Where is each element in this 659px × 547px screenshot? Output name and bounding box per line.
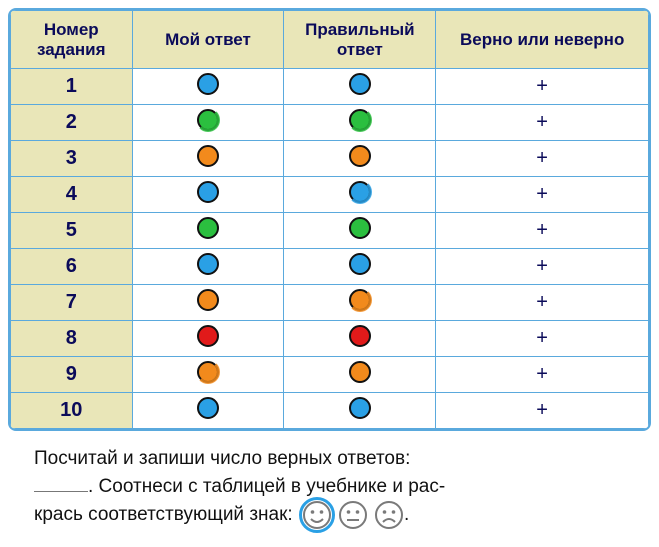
row-number: 4 [11, 177, 133, 213]
color-dot-green [197, 109, 219, 131]
check-cell: + [436, 321, 649, 357]
my-answer-cell [132, 141, 284, 177]
row-number: 3 [11, 141, 133, 177]
table-row: 5+ [11, 213, 649, 249]
row-number: 1 [11, 69, 133, 105]
answer-table: Номер задания Мой ответ Правильный ответ… [10, 10, 649, 429]
color-dot-orange [197, 145, 219, 167]
my-answer-cell [132, 321, 284, 357]
color-dot-blue [197, 397, 219, 419]
answer-table-container: Номер задания Мой ответ Правильный ответ… [8, 8, 651, 431]
check-cell: + [436, 141, 649, 177]
table-row: 10 + [11, 393, 649, 429]
smiley-sad[interactable] [374, 500, 404, 530]
my-answer-cell [132, 393, 284, 429]
color-dot-green [197, 217, 219, 239]
header-correct: Правильный ответ [284, 11, 436, 69]
row-number: 2 [11, 105, 133, 141]
check-cell: + [436, 393, 649, 429]
color-dot-blue [349, 397, 371, 419]
instruction-line3: крась соответствующий знак: [34, 504, 293, 525]
header-num: Номер задания [11, 11, 133, 69]
my-answer-cell [132, 357, 284, 393]
color-dot-red [197, 325, 219, 347]
correct-answer-cell [284, 249, 436, 285]
check-cell: + [436, 357, 649, 393]
check-cell: + [436, 69, 649, 105]
table-row: 1+ [11, 69, 649, 105]
smiley-neutral[interactable] [338, 500, 368, 530]
color-dot-blue [197, 181, 219, 203]
table-row: 2+ [11, 105, 649, 141]
blank-field[interactable] [34, 491, 88, 492]
correct-answer-cell [284, 177, 436, 213]
color-dot-blue [349, 73, 371, 95]
header-my: Мой ответ [132, 11, 284, 69]
instruction-text: Посчитай и запиши число верных ответов: … [8, 431, 651, 534]
my-answer-cell [132, 249, 284, 285]
row-number: 7 [11, 285, 133, 321]
table-row: 7+ [11, 285, 649, 321]
check-cell: + [436, 177, 649, 213]
my-answer-cell [132, 69, 284, 105]
header-check: Верно или неверно [436, 11, 649, 69]
color-dot-orange [349, 145, 371, 167]
table-row: 3+ [11, 141, 649, 177]
row-number: 8 [11, 321, 133, 357]
correct-answer-cell [284, 141, 436, 177]
row-number: 10 [11, 393, 133, 429]
check-cell: + [436, 285, 649, 321]
color-dot-blue [349, 253, 371, 275]
my-answer-cell [132, 105, 284, 141]
color-dot-red [349, 325, 371, 347]
color-dot-orange [349, 289, 371, 311]
color-dot-orange [197, 289, 219, 311]
check-cell: + [436, 213, 649, 249]
color-dot-blue [349, 181, 371, 203]
correct-answer-cell [284, 213, 436, 249]
correct-answer-cell [284, 357, 436, 393]
my-answer-cell [132, 177, 284, 213]
color-dot-green [349, 217, 371, 239]
row-number: 5 [11, 213, 133, 249]
correct-answer-cell [284, 321, 436, 357]
table-row: 6+ [11, 249, 649, 285]
table-row: 8+ [11, 321, 649, 357]
smiley-happy[interactable] [302, 500, 332, 530]
correct-answer-cell [284, 69, 436, 105]
instruction-line2: . Соотнеси с таблицей в учебнике и рас- [88, 476, 445, 497]
color-dot-blue [197, 73, 219, 95]
my-answer-cell [132, 285, 284, 321]
instruction-line1: Посчитай и запиши число верных ответов: [34, 448, 410, 469]
row-number: 9 [11, 357, 133, 393]
correct-answer-cell [284, 105, 436, 141]
smiley-row [302, 500, 404, 530]
color-dot-orange [349, 361, 371, 383]
table-row: 4+ [11, 177, 649, 213]
table-row: 9+ [11, 357, 649, 393]
color-dot-green [349, 109, 371, 131]
color-dot-blue [197, 253, 219, 275]
my-answer-cell [132, 213, 284, 249]
check-cell: + [436, 249, 649, 285]
color-dot-orange [197, 361, 219, 383]
correct-answer-cell [284, 393, 436, 429]
correct-answer-cell [284, 285, 436, 321]
row-number: 6 [11, 249, 133, 285]
instruction-period: . [404, 504, 409, 525]
check-cell: + [436, 105, 649, 141]
